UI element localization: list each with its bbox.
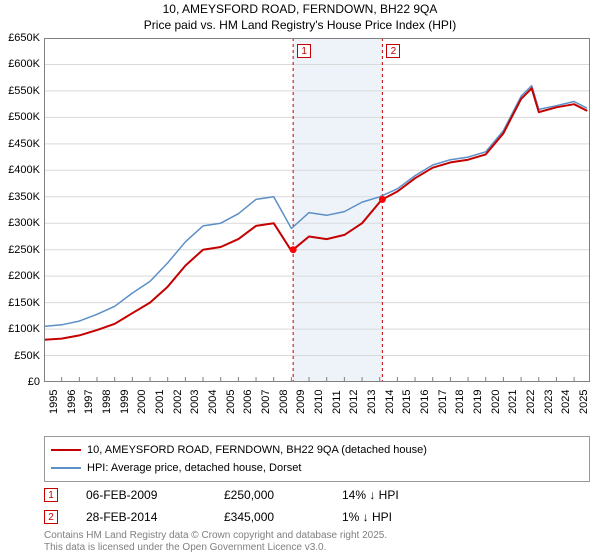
x-tick-label: 2007 bbox=[260, 390, 272, 414]
annotation-rows: 1 06-FEB-2009 £250,000 14% ↓ HPI 2 28-FEB-201… bbox=[44, 484, 590, 528]
y-axis-labels: £0£50K£100K£150K£200K£250K£300K£350K£400… bbox=[0, 38, 42, 382]
legend-swatch bbox=[51, 449, 81, 451]
y-tick-label: £250K bbox=[8, 244, 40, 256]
x-tick-label: 1998 bbox=[101, 390, 113, 414]
y-tick-label: £650K bbox=[8, 32, 40, 44]
x-tick-label: 2021 bbox=[507, 390, 519, 414]
legend-item: HPI: Average price, detached house, Dors… bbox=[51, 459, 583, 477]
x-tick-label: 1995 bbox=[48, 390, 60, 414]
x-tick-label: 2003 bbox=[189, 390, 201, 414]
legend-swatch bbox=[51, 467, 81, 469]
annotation-hpi: 14% ↓ HPI bbox=[342, 488, 399, 502]
y-tick-label: £50K bbox=[14, 350, 40, 362]
y-tick-label: £200K bbox=[8, 270, 40, 282]
y-tick-label: £450K bbox=[8, 138, 40, 150]
footer-attribution: Contains HM Land Registry data © Crown c… bbox=[44, 530, 387, 554]
legend: 10, AMEYSFORD ROAD, FERNDOWN, BH22 9QA (… bbox=[44, 436, 590, 482]
chart-plot-area: 12 bbox=[44, 38, 590, 382]
chart-container: 10, AMEYSFORD ROAD, FERNDOWN, BH22 9QA P… bbox=[0, 0, 600, 560]
annotation-date: 28-FEB-2014 bbox=[86, 510, 196, 524]
y-tick-label: £350K bbox=[8, 191, 40, 203]
annotation-date: 06-FEB-2009 bbox=[86, 488, 196, 502]
annotation-row: 2 28-FEB-2014 £345,000 1% ↓ HPI bbox=[44, 506, 590, 528]
title-address: 10, AMEYSFORD ROAD, FERNDOWN, BH22 9QA bbox=[0, 2, 600, 18]
footer-line2: This data is licensed under the Open Gov… bbox=[44, 542, 387, 554]
legend-item: 10, AMEYSFORD ROAD, FERNDOWN, BH22 9QA (… bbox=[51, 441, 583, 459]
x-tick-label: 2017 bbox=[437, 390, 449, 414]
x-tick-label: 2012 bbox=[348, 390, 360, 414]
x-tick-label: 2011 bbox=[331, 390, 343, 414]
x-tick-label: 1997 bbox=[83, 390, 95, 414]
annotation-price: £345,000 bbox=[224, 510, 314, 524]
x-tick-label: 2006 bbox=[242, 390, 254, 414]
y-tick-label: £150K bbox=[8, 297, 40, 309]
y-tick-label: £500K bbox=[8, 111, 40, 123]
x-tick-label: 2004 bbox=[207, 390, 219, 414]
y-tick-label: £550K bbox=[8, 85, 40, 97]
legend-label: HPI: Average price, detached house, Dors… bbox=[87, 462, 301, 474]
x-axis-labels: 1995 1996 1997 1998 1999 2000 2001 2002 2003 2004… bbox=[44, 384, 590, 434]
annotation-number-box: 1 bbox=[44, 488, 58, 502]
y-tick-label: £600K bbox=[8, 58, 40, 70]
y-tick-label: £0 bbox=[28, 376, 40, 388]
annotation-price: £250,000 bbox=[224, 488, 314, 502]
legend-label: 10, AMEYSFORD ROAD, FERNDOWN, BH22 9QA (… bbox=[87, 444, 427, 456]
x-tick-label: 2008 bbox=[278, 390, 290, 414]
x-tick-label: 2022 bbox=[525, 390, 537, 414]
x-tick-label: 2020 bbox=[490, 390, 502, 414]
x-tick-label: 2005 bbox=[225, 390, 237, 414]
x-tick-label: 2019 bbox=[472, 390, 484, 414]
annotation-number-box: 2 bbox=[44, 510, 58, 524]
x-tick-label: 2009 bbox=[295, 390, 307, 414]
title-block: 10, AMEYSFORD ROAD, FERNDOWN, BH22 9QA P… bbox=[0, 0, 600, 33]
chart-marker-label: 1 bbox=[297, 44, 311, 58]
x-tick-label: 2018 bbox=[454, 390, 466, 414]
x-tick-label: 2016 bbox=[419, 390, 431, 414]
y-tick-label: £400K bbox=[8, 164, 40, 176]
x-tick-label: 1999 bbox=[119, 390, 131, 414]
x-tick-label: 2002 bbox=[172, 390, 184, 414]
annotation-row: 1 06-FEB-2009 £250,000 14% ↓ HPI bbox=[44, 484, 590, 506]
x-tick-label: 2025 bbox=[578, 390, 590, 414]
annotation-hpi: 1% ↓ HPI bbox=[342, 510, 392, 524]
x-tick-label: 1996 bbox=[66, 390, 78, 414]
x-tick-label: 2013 bbox=[366, 390, 378, 414]
y-tick-label: £300K bbox=[8, 217, 40, 229]
x-tick-label: 2023 bbox=[543, 390, 555, 414]
x-tick-label: 2001 bbox=[154, 390, 166, 414]
y-tick-label: £100K bbox=[8, 323, 40, 335]
title-subtitle: Price paid vs. HM Land Registry's House … bbox=[0, 18, 600, 34]
x-tick-label: 2014 bbox=[384, 390, 396, 414]
chart-marker-label: 2 bbox=[386, 44, 400, 58]
x-tick-label: 2010 bbox=[313, 390, 325, 414]
x-tick-label: 2015 bbox=[401, 390, 413, 414]
x-tick-label: 2024 bbox=[560, 390, 572, 414]
x-tick-label: 2000 bbox=[136, 390, 148, 414]
footer-line1: Contains HM Land Registry data © Crown c… bbox=[44, 530, 387, 542]
